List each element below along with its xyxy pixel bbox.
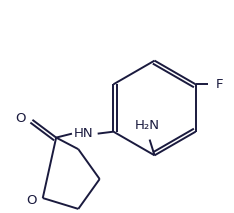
Text: F: F: [215, 78, 223, 91]
Text: O: O: [26, 194, 37, 207]
Text: H₂N: H₂N: [135, 119, 160, 132]
Text: HN: HN: [74, 127, 94, 140]
Text: O: O: [15, 112, 26, 125]
